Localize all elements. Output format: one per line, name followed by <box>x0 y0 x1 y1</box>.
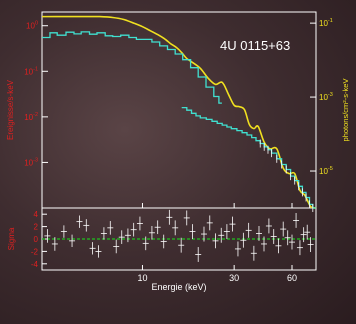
residual-point <box>288 234 295 250</box>
residual-point <box>250 245 257 261</box>
residual-point <box>166 209 173 225</box>
residual-point <box>304 224 311 240</box>
residual-point <box>265 218 272 234</box>
residual-point <box>118 230 125 244</box>
residual-point <box>296 240 303 256</box>
residual-series <box>42 209 316 262</box>
residual-point <box>183 210 190 226</box>
residual-point <box>270 229 277 244</box>
residual-point <box>195 247 202 262</box>
residual-point <box>218 227 225 243</box>
residual-point <box>51 237 58 251</box>
residual-point <box>100 227 107 240</box>
residual-point <box>95 245 102 258</box>
residual-point <box>154 220 161 235</box>
residual-axis-label: Sigma <box>7 227 16 250</box>
residual-point <box>76 215 83 228</box>
residual-point <box>44 229 51 243</box>
residual-point <box>240 232 247 248</box>
residual-point <box>275 238 282 254</box>
residual-point <box>189 224 196 239</box>
left-tick-label: 100 <box>26 21 38 31</box>
residual-point <box>69 234 76 248</box>
residual-point <box>142 236 149 251</box>
left-tick-label: 10-1 <box>24 66 38 76</box>
x-tick-label: 60 <box>287 273 297 283</box>
left-axis-label: Ereignisse/s-keV <box>6 79 15 140</box>
high-energy-data-line <box>181 106 316 209</box>
left-tick-label: 10-3 <box>24 157 38 167</box>
right-tick-label: 10-1 <box>319 18 333 28</box>
residual-point <box>124 228 131 243</box>
residual-point <box>200 226 207 242</box>
residual-point <box>223 224 230 239</box>
residual-point <box>234 241 241 257</box>
residual-point <box>172 220 179 236</box>
residual-point <box>89 242 96 255</box>
model-curve-line <box>41 15 317 209</box>
right-tick-label: 10-5 <box>319 166 333 176</box>
residual-point <box>60 225 67 238</box>
residual-point <box>178 237 185 253</box>
right-axis-label: photons/cm²-s-keV <box>341 79 350 142</box>
left-tick-label: 10-2 <box>24 112 38 122</box>
residual-point <box>284 230 291 246</box>
x-tick-label: 30 <box>229 273 239 283</box>
axis-ticks: 10-3 10-2 10-1 100 10-5 10-3 10-1 10 30 60 -4 -2 0 2 4 <box>24 18 333 283</box>
residual-point <box>300 227 307 243</box>
residual-tick-label: 0 <box>34 235 39 244</box>
residual-point <box>260 236 267 252</box>
residual-point <box>293 212 300 228</box>
residual-point <box>107 221 114 235</box>
residual-tick-label: -2 <box>31 247 39 256</box>
right-tick-label: 10-3 <box>319 92 333 102</box>
model-curve <box>41 15 317 209</box>
residual-tick-label: -4 <box>31 260 39 269</box>
x-tick-label: 10 <box>137 273 147 283</box>
residual-point <box>160 234 167 249</box>
residual-point <box>255 225 262 241</box>
source-label: 4U 0115+63 <box>220 38 290 53</box>
x-axis-label: Energie (keV) <box>151 282 206 292</box>
residual-tick-label: 2 <box>34 223 39 232</box>
residual-point <box>130 222 137 237</box>
low-energy-data-line <box>42 31 222 104</box>
residual-point <box>229 216 236 232</box>
residual-point <box>113 239 120 254</box>
residual-point <box>136 216 143 231</box>
residual-point <box>212 233 219 249</box>
residual-point <box>307 237 314 253</box>
residual-point <box>83 219 90 232</box>
residual-point <box>206 215 213 231</box>
data-series <box>42 31 316 212</box>
residual-point <box>148 225 155 240</box>
residual-point <box>245 222 252 238</box>
residual-point <box>280 221 287 237</box>
residual-tick-label: 4 <box>34 210 39 219</box>
